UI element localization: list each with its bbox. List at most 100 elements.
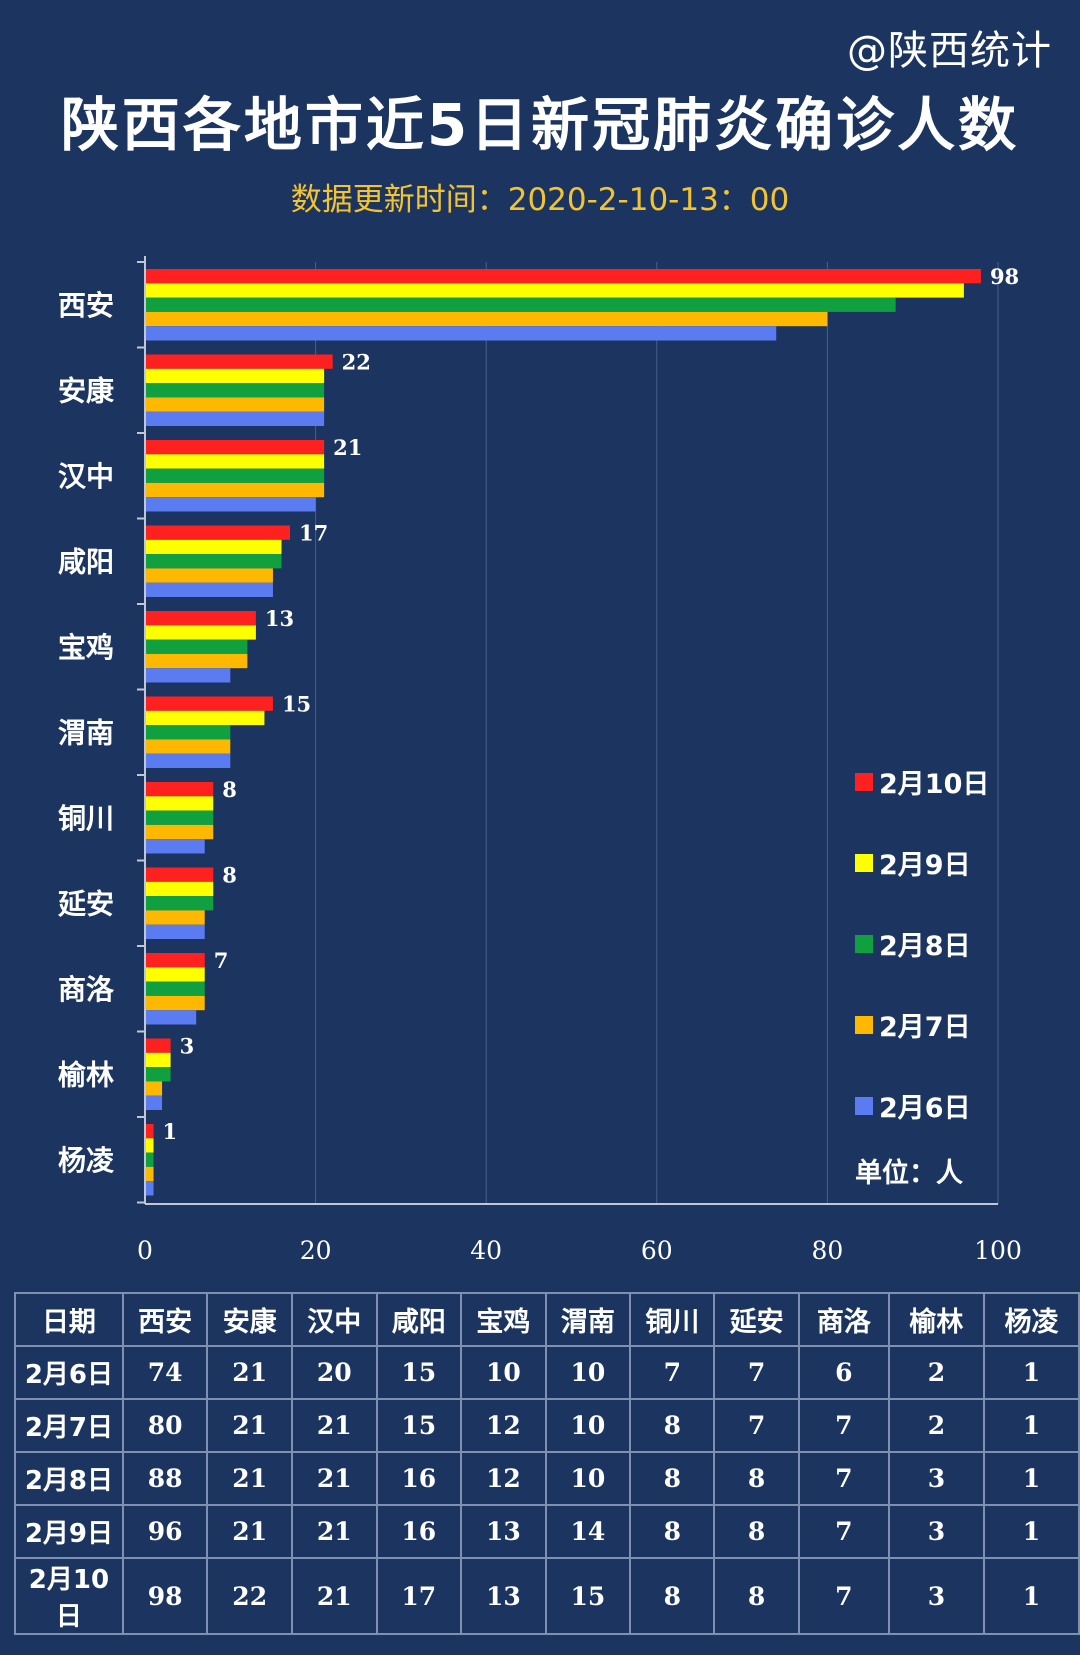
table-value-cell: 98	[121, 1557, 209, 1635]
table-value-cell: 8	[629, 1557, 716, 1635]
table-date-cell: 2月9日	[14, 1504, 124, 1559]
data-label: 3	[180, 1034, 195, 1059]
bar	[146, 753, 231, 768]
table-row: 2月10日 98 22 21 17 13 15 8 8 7 3 1	[14, 1557, 1080, 1635]
bar	[146, 896, 214, 911]
table-value-cell: 21	[290, 1451, 378, 1506]
bar	[146, 1181, 154, 1196]
table-header-cell: 榆林	[887, 1292, 985, 1347]
table-value-cell: 8	[629, 1504, 716, 1559]
update-time: 数据更新时间：2020-2-10-13：00	[290, 182, 790, 218]
table-value-cell: 17	[375, 1557, 463, 1635]
unit-note: 单位：人	[855, 1157, 963, 1189]
bar	[146, 1166, 154, 1182]
bar	[146, 910, 205, 925]
bar	[146, 525, 291, 540]
category-label: 延安	[57, 887, 114, 920]
table-value-cell: 3	[887, 1504, 985, 1559]
bar	[146, 725, 231, 740]
x-tick-label: 0	[137, 1236, 153, 1265]
bar	[146, 867, 214, 882]
data-label: 15	[282, 692, 311, 717]
table-header-cell: 安康	[206, 1292, 293, 1347]
legend-label: 2月7日	[879, 1012, 971, 1043]
table-value-cell: 8	[713, 1504, 800, 1559]
bar	[146, 625, 256, 640]
bar	[146, 297, 896, 312]
table-value-cell: 1	[982, 1504, 1080, 1559]
table-value-cell: 21	[290, 1504, 378, 1559]
bar	[146, 653, 248, 669]
table-value-cell: 1	[982, 1398, 1080, 1453]
table-value-cell: 7	[797, 1451, 890, 1506]
x-tick-label: 20	[300, 1236, 332, 1265]
table-value-cell: 1	[982, 1345, 1080, 1400]
data-label: 8	[222, 863, 237, 888]
legend-label: 2月10日	[879, 769, 989, 800]
table-value-cell: 3	[887, 1451, 985, 1506]
bar	[146, 1152, 154, 1167]
bar	[146, 1081, 163, 1096]
table-value-cell: 7	[713, 1398, 800, 1453]
table-date-cell: 2月8日	[14, 1451, 124, 1506]
bar	[146, 539, 282, 555]
table-row: 2月8日 88 21 21 16 12 10 8 8 7 3 1	[14, 1451, 1080, 1506]
legend-label: 2月8日	[879, 931, 971, 962]
bar	[146, 1124, 154, 1139]
table-date-cell: 2月10日	[14, 1557, 124, 1635]
page-title: 陕西各地市近5日新冠肺炎确诊人数	[60, 91, 1020, 159]
bar	[146, 782, 214, 797]
table-value-cell: 7	[797, 1504, 890, 1559]
category-label: 渭南	[58, 716, 114, 749]
bar	[146, 1138, 154, 1153]
table-value-cell: 14	[544, 1504, 632, 1559]
table-value-cell: 15	[544, 1557, 632, 1635]
bar	[146, 440, 325, 455]
table-value-cell: 15	[375, 1398, 463, 1453]
bar	[146, 568, 273, 583]
table-value-cell: 7	[629, 1345, 716, 1400]
table-value-cell: 88	[121, 1451, 209, 1506]
table-value-cell: 20	[290, 1345, 378, 1400]
bar	[146, 497, 316, 512]
table-value-cell: 21	[206, 1345, 293, 1400]
bar	[146, 881, 214, 897]
table-value-cell: 21	[206, 1504, 293, 1559]
legend-label: 2月9日	[879, 850, 971, 881]
table-value-cell: 15	[375, 1345, 463, 1400]
table-value-cell: 8	[713, 1557, 800, 1635]
table-value-cell: 16	[375, 1504, 463, 1559]
legend-label: 2月6日	[879, 1093, 971, 1124]
data-label: 22	[342, 350, 371, 375]
table-value-cell: 1	[982, 1557, 1080, 1635]
x-tick-label: 100	[974, 1236, 1022, 1265]
table-row: 2月7日 80 21 21 15 12 10 8 7 7 2 1	[14, 1398, 1080, 1453]
bar	[146, 554, 282, 569]
bar	[146, 326, 777, 341]
bar	[146, 283, 964, 298]
table-value-cell: 3	[887, 1557, 985, 1635]
data-label: 17	[299, 521, 328, 546]
bar	[146, 995, 205, 1011]
table-value-cell: 21	[206, 1398, 293, 1453]
bar	[146, 269, 981, 284]
bar	[146, 810, 214, 825]
bar	[146, 454, 325, 469]
bar	[146, 354, 333, 369]
table-value-cell: 13	[460, 1557, 547, 1635]
category-label: 汉中	[58, 460, 114, 493]
table-value-cell: 1	[982, 1451, 1080, 1506]
bar	[146, 1095, 163, 1110]
table-value-cell: 10	[544, 1398, 632, 1453]
table-header-cell: 延安	[713, 1292, 800, 1347]
legend-swatch	[855, 854, 873, 872]
data-label: 1	[163, 1119, 178, 1144]
table-header-cell: 日期	[14, 1292, 124, 1347]
chart-bars	[146, 269, 981, 1196]
category-label: 咸阳	[58, 545, 114, 578]
data-label: 8	[222, 777, 237, 802]
bar	[146, 482, 325, 498]
table-header-cell: 西安	[121, 1292, 209, 1347]
table-value-cell: 8	[629, 1451, 716, 1506]
